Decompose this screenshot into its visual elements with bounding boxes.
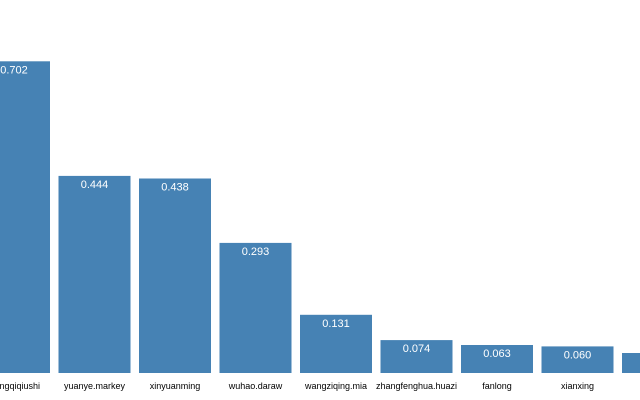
- bar-wangqiqiushi: [0, 61, 50, 374]
- x-tick-label: xinyuanming: [150, 381, 201, 391]
- x-tick-label: xianxing: [561, 381, 594, 391]
- bar-value-label: 0.444: [81, 179, 109, 191]
- bar-xinyuanming: [139, 178, 211, 373]
- x-tick-labels-group: wangqiqiushi yuanye.markey xinyuanming wuha…: [0, 381, 594, 391]
- bar-value-label: 0.063: [483, 348, 511, 360]
- bar-wa: [622, 353, 640, 373]
- bar-value-label: 0.060: [564, 349, 592, 361]
- bar-wangziqing.mia: [300, 314, 372, 373]
- x-tick-label: wuhao.daraw: [228, 381, 283, 391]
- x-tick-label: zhangfenghua.huazi: [376, 381, 457, 391]
- bar-value-label: 0.438: [161, 182, 189, 194]
- x-tick-label: wangqiqiushi: [0, 381, 40, 391]
- bar-value-label: 0.074: [403, 343, 431, 355]
- value-labels-group: 0.702 0.444 0.438 0.293 0.131 0.074 0.063 0.060: [0, 64, 591, 361]
- x-tick-label: fanlong: [482, 381, 512, 391]
- bar-value-label: 0.702: [0, 64, 28, 76]
- bar-wuhao.daraw: [219, 242, 292, 373]
- bar-value-label: 0.131: [322, 318, 350, 330]
- x-tick-label: yuanye.markey: [64, 381, 126, 391]
- bar-xianxing: [541, 346, 614, 373]
- bars-group: [0, 61, 640, 374]
- x-tick-label: wangziqing.mia: [304, 381, 367, 391]
- bar-value-label: 0.293: [242, 246, 270, 258]
- bar-zhangfenghua.huazi: [380, 340, 453, 373]
- bar-fanlong: [461, 345, 533, 373]
- bar-yuanye.markey: [58, 175, 131, 373]
